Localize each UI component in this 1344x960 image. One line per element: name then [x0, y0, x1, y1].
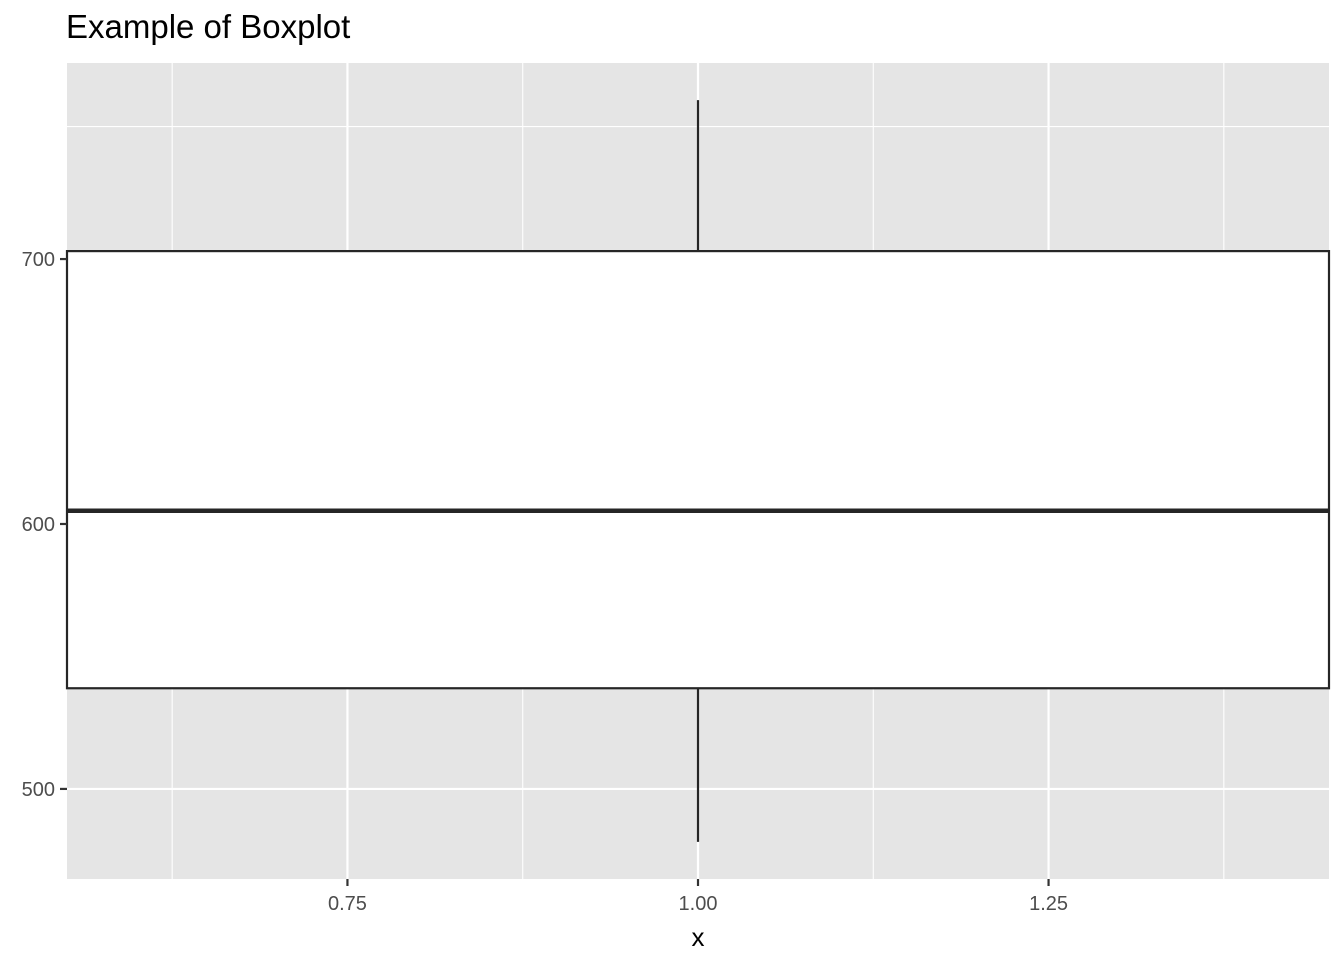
y-tick-label: 500 — [22, 779, 55, 801]
x-tick-label: 1.00 — [679, 893, 718, 915]
chart-title: Example of Boxplot — [66, 8, 350, 45]
box-layer — [65, 100, 1331, 842]
y-tick-label: 700 — [22, 249, 55, 271]
boxplot-group — [65, 100, 1331, 842]
box-iqr — [65, 250, 1331, 690]
x-axis-label: x — [692, 922, 705, 952]
x-axis: 0.75 1.00 1.25 — [328, 879, 1068, 915]
x-tick-label: 1.25 — [1029, 893, 1068, 915]
y-tick-label: 600 — [22, 514, 55, 536]
x-tick-label: 0.75 — [328, 893, 367, 915]
y-axis: 500 600 700 — [22, 249, 67, 801]
